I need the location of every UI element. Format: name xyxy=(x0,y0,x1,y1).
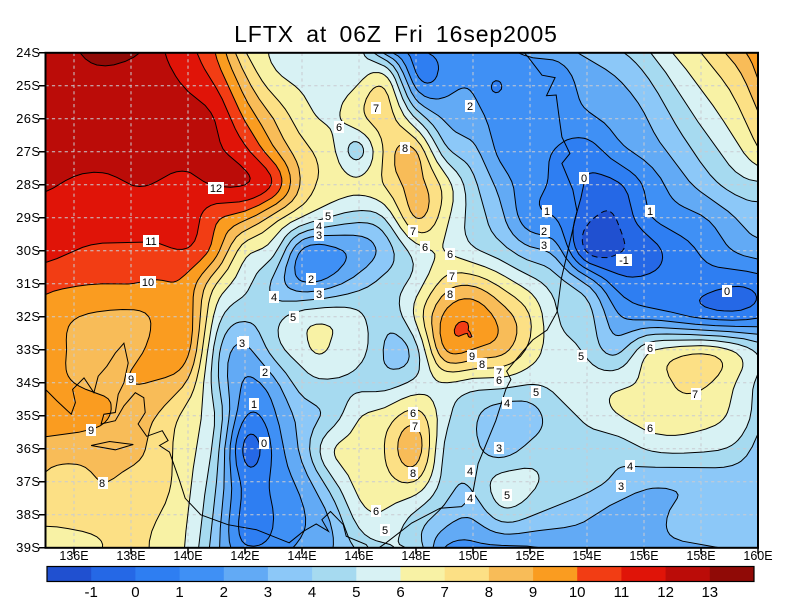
svg-text:6: 6 xyxy=(447,249,453,261)
svg-text:5: 5 xyxy=(533,387,539,399)
svg-text:142E: 142E xyxy=(230,549,259,563)
svg-text:160E: 160E xyxy=(743,549,772,563)
svg-text:3: 3 xyxy=(316,289,322,301)
svg-text:34S: 34S xyxy=(16,375,40,390)
svg-text:8: 8 xyxy=(485,584,493,600)
svg-text:152E: 152E xyxy=(515,549,544,563)
svg-text:31S: 31S xyxy=(16,276,40,291)
svg-text:39S: 39S xyxy=(16,540,40,555)
svg-text:7: 7 xyxy=(412,421,418,433)
svg-text:6: 6 xyxy=(647,423,653,435)
svg-text:2: 2 xyxy=(262,367,268,379)
svg-text:-1: -1 xyxy=(85,584,98,600)
svg-text:7: 7 xyxy=(441,584,449,600)
svg-text:3: 3 xyxy=(316,230,322,242)
svg-text:5: 5 xyxy=(325,211,331,223)
svg-text:3: 3 xyxy=(239,338,245,350)
svg-text:5: 5 xyxy=(578,351,584,363)
svg-text:8: 8 xyxy=(99,478,105,490)
svg-text:6: 6 xyxy=(336,122,342,134)
svg-text:146E: 146E xyxy=(344,549,373,563)
svg-text:3: 3 xyxy=(618,481,624,493)
svg-text:8: 8 xyxy=(402,143,408,155)
svg-text:4: 4 xyxy=(308,584,316,600)
svg-text:6: 6 xyxy=(422,242,428,254)
svg-text:30S: 30S xyxy=(16,243,40,258)
svg-text:28S: 28S xyxy=(16,177,40,192)
svg-text:156E: 156E xyxy=(629,549,658,563)
svg-text:4: 4 xyxy=(467,493,473,505)
svg-text:8: 8 xyxy=(447,289,453,301)
svg-text:0: 0 xyxy=(724,286,730,298)
svg-text:3: 3 xyxy=(496,443,502,455)
svg-text:4: 4 xyxy=(504,398,510,410)
svg-text:5: 5 xyxy=(504,490,510,502)
svg-text:9: 9 xyxy=(529,584,537,600)
svg-text:4: 4 xyxy=(467,466,473,478)
svg-text:6: 6 xyxy=(496,375,502,387)
svg-text:148E: 148E xyxy=(401,549,430,563)
svg-text:4: 4 xyxy=(271,292,277,304)
svg-text:8: 8 xyxy=(479,359,485,371)
svg-text:2: 2 xyxy=(541,226,547,238)
svg-text:7: 7 xyxy=(449,271,455,283)
svg-text:12: 12 xyxy=(657,584,674,600)
svg-text:36S: 36S xyxy=(16,441,40,456)
svg-text:7: 7 xyxy=(692,389,698,401)
svg-text:140E: 140E xyxy=(173,549,202,563)
svg-text:3: 3 xyxy=(264,584,272,600)
svg-text:6: 6 xyxy=(396,584,404,600)
svg-text:6: 6 xyxy=(410,408,416,420)
svg-text:0: 0 xyxy=(131,584,139,600)
svg-text:29S: 29S xyxy=(16,210,40,225)
svg-text:25S: 25S xyxy=(16,78,40,93)
svg-text:37S: 37S xyxy=(16,474,40,489)
svg-text:6: 6 xyxy=(647,343,653,355)
svg-text:11: 11 xyxy=(145,236,156,248)
svg-text:32S: 32S xyxy=(16,309,40,324)
svg-text:13: 13 xyxy=(701,584,718,600)
svg-text:7: 7 xyxy=(410,226,416,238)
svg-text:LFTX at 06Z Fri 16sep2005: LFTX at 06Z Fri 16sep2005 xyxy=(234,21,558,47)
svg-text:0: 0 xyxy=(581,173,587,185)
svg-text:9: 9 xyxy=(88,425,94,437)
svg-text:7: 7 xyxy=(496,367,502,379)
svg-text:12: 12 xyxy=(210,183,222,195)
svg-text:5: 5 xyxy=(382,525,388,537)
svg-text:144E: 144E xyxy=(287,549,316,563)
svg-text:27S: 27S xyxy=(16,144,40,159)
svg-text:1: 1 xyxy=(647,206,653,218)
svg-text:2: 2 xyxy=(467,101,473,113)
svg-text:3: 3 xyxy=(541,240,547,252)
svg-text:1: 1 xyxy=(544,206,550,218)
svg-text:0: 0 xyxy=(261,438,267,450)
svg-text:158E: 158E xyxy=(686,549,715,563)
svg-text:1: 1 xyxy=(251,399,257,411)
svg-text:4: 4 xyxy=(627,461,633,473)
svg-text:10: 10 xyxy=(142,277,154,289)
svg-text:154E: 154E xyxy=(572,549,601,563)
svg-text:5: 5 xyxy=(352,584,360,600)
svg-text:10: 10 xyxy=(569,584,586,600)
svg-text:2: 2 xyxy=(220,584,228,600)
svg-text:33S: 33S xyxy=(16,342,40,357)
svg-text:9: 9 xyxy=(469,351,475,363)
svg-text:9: 9 xyxy=(128,374,134,386)
svg-text:150E: 150E xyxy=(458,549,487,563)
svg-text:35S: 35S xyxy=(16,408,40,423)
svg-text:26S: 26S xyxy=(16,111,40,126)
svg-text:6: 6 xyxy=(373,506,379,518)
svg-text:38S: 38S xyxy=(16,507,40,522)
svg-text:11: 11 xyxy=(614,584,630,600)
svg-text:138E: 138E xyxy=(116,549,145,563)
svg-text:-1: -1 xyxy=(619,255,629,267)
svg-text:136E: 136E xyxy=(59,549,88,563)
svg-text:1: 1 xyxy=(175,584,183,600)
svg-text:2: 2 xyxy=(308,274,314,286)
svg-text:24S: 24S xyxy=(16,45,40,60)
svg-text:7: 7 xyxy=(373,103,379,115)
svg-text:4: 4 xyxy=(316,221,322,233)
svg-text:5: 5 xyxy=(290,312,296,324)
svg-text:8: 8 xyxy=(410,468,416,480)
